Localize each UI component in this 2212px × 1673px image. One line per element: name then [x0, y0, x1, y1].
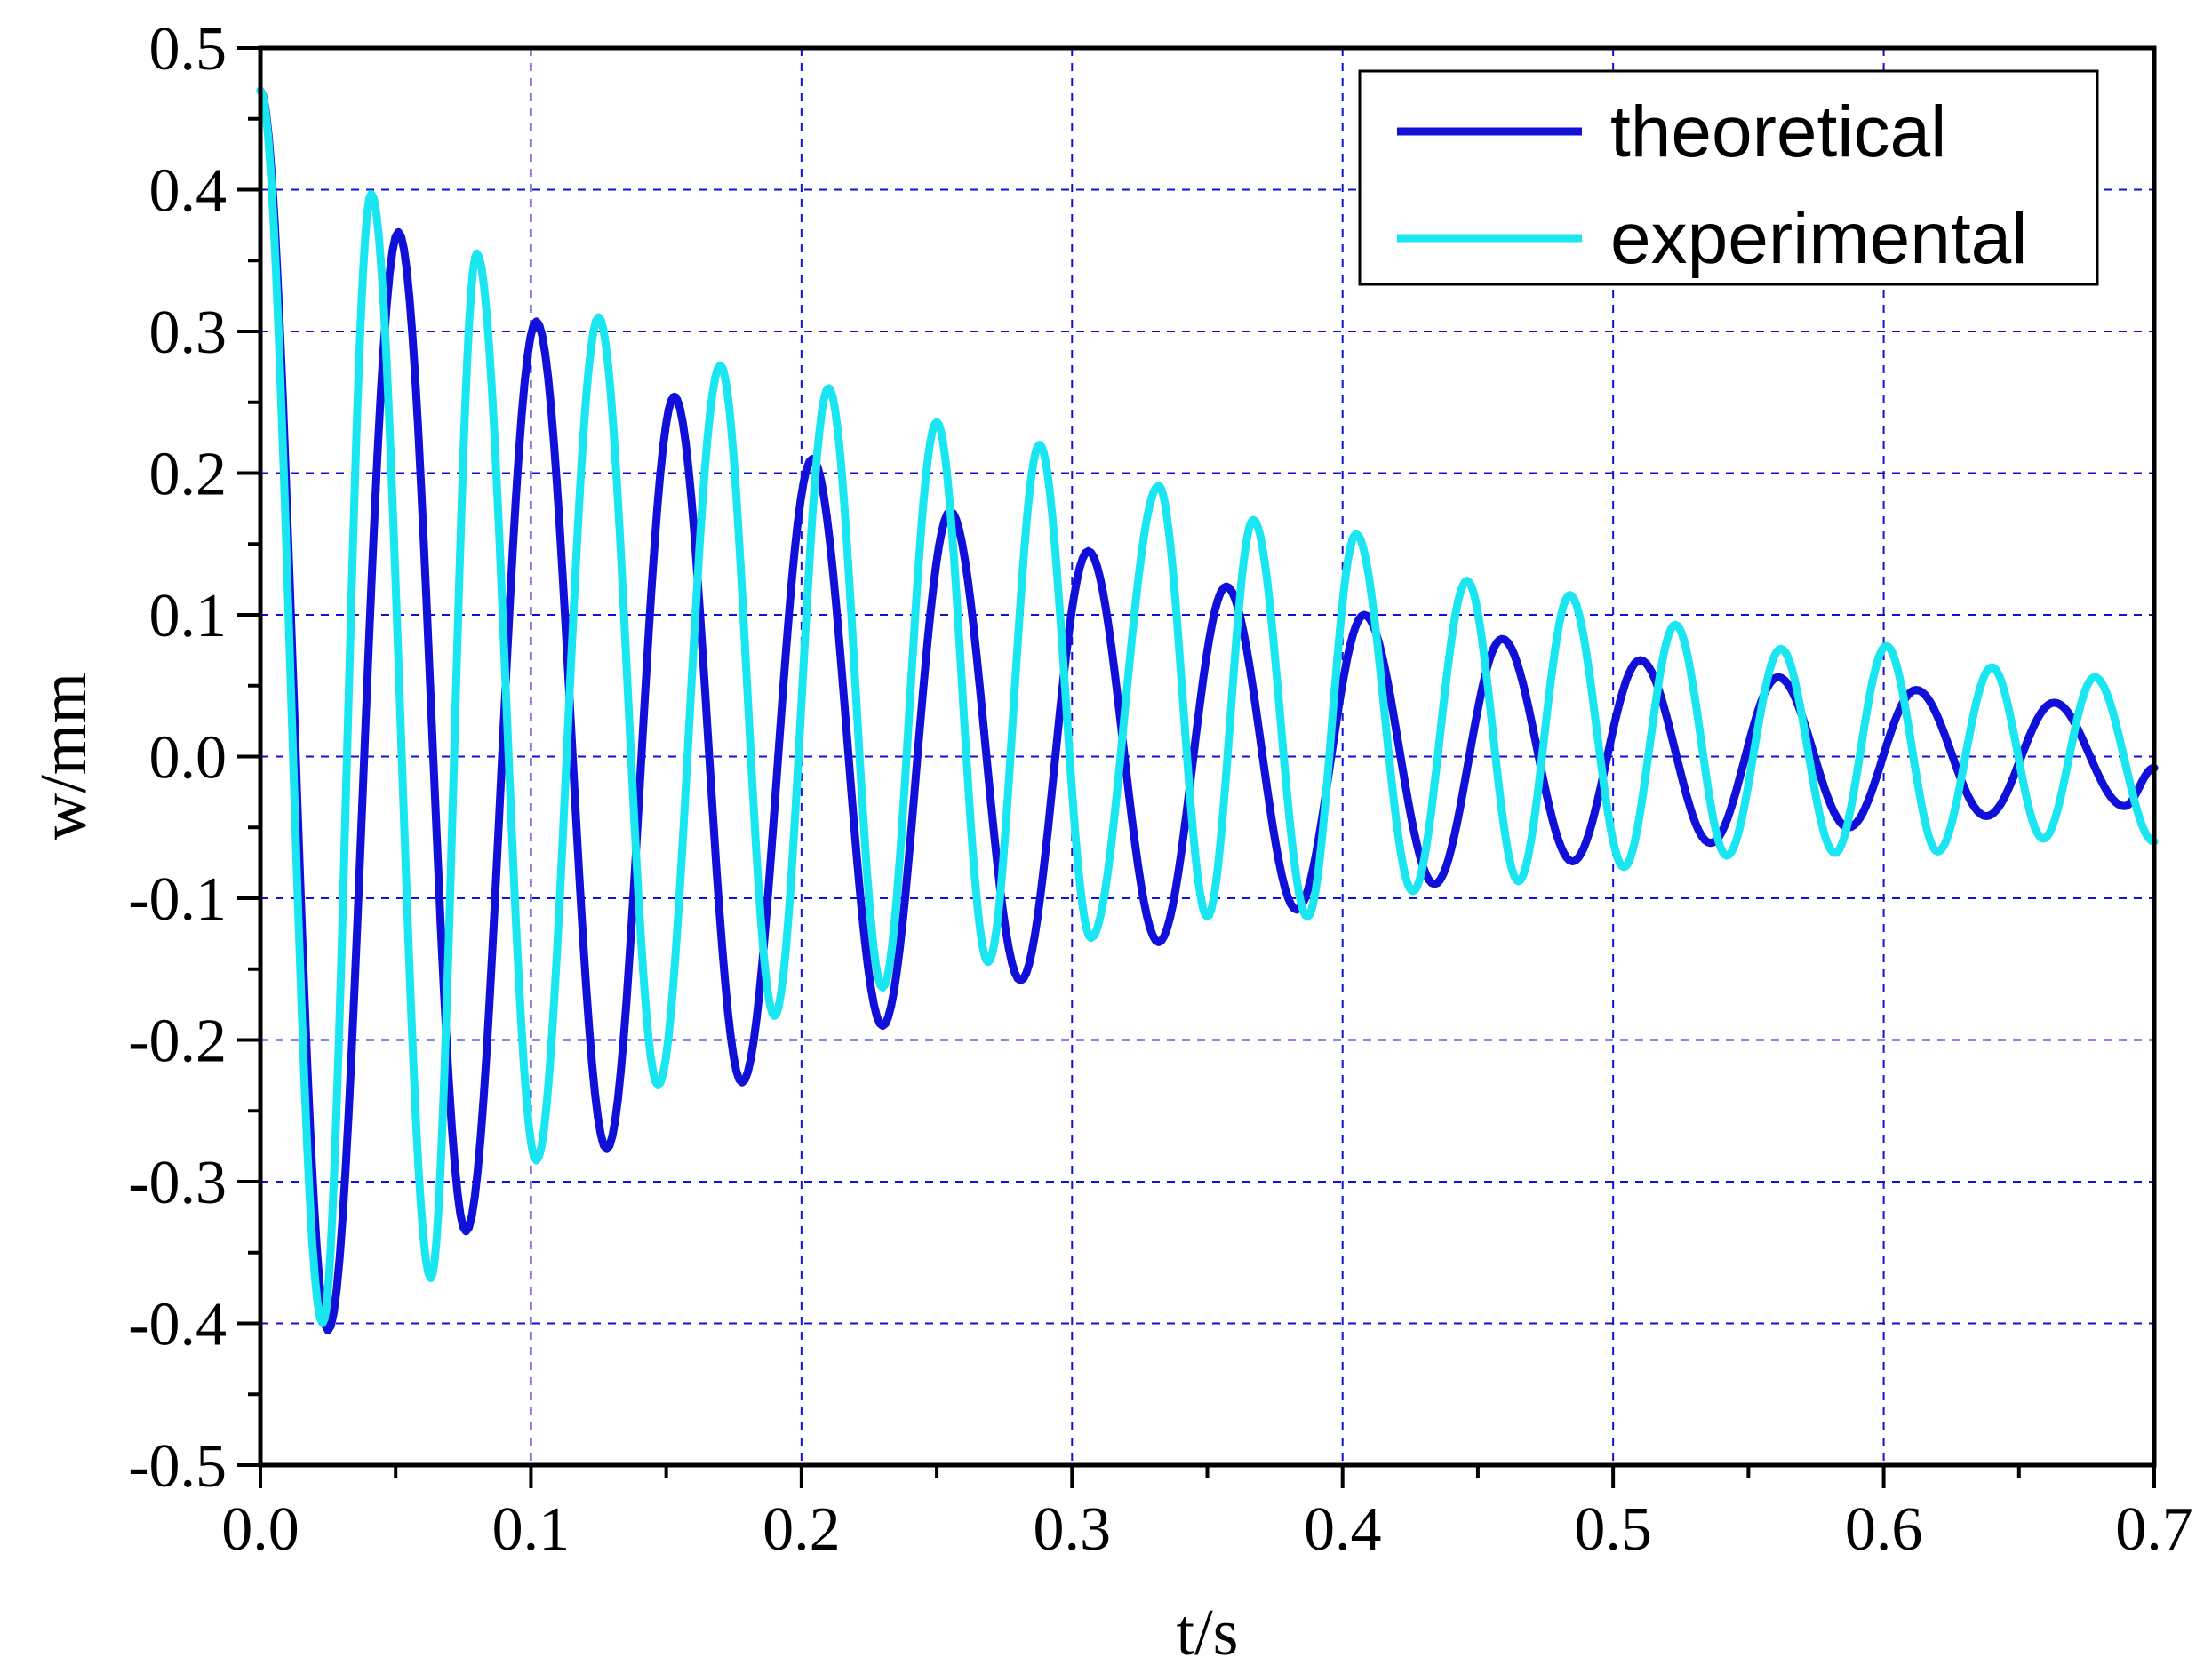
- grid: [260, 48, 2154, 1465]
- series-layer: [256, 86, 2159, 1334]
- y-axis-title: w/mm: [28, 673, 100, 840]
- y-tick-label: 0.3: [149, 299, 228, 367]
- legend-label-experimental: experimental: [1610, 198, 2027, 279]
- legend-box: [1358, 69, 2099, 286]
- y-tick-label: -0.1: [128, 865, 227, 934]
- x-tick-label: 0.7: [2115, 1495, 2193, 1564]
- axis-ticks: [237, 46, 2156, 1488]
- legend-label-theoretical: theoretical: [1610, 92, 1946, 172]
- y-tick-label: -0.4: [128, 1291, 227, 1359]
- x-tick-label: 0.6: [1845, 1495, 1923, 1564]
- y-tick-label: 0.1: [149, 582, 228, 650]
- y-tick-label: 0.2: [149, 441, 228, 509]
- x-tick-label: 0.5: [1574, 1495, 1652, 1564]
- x-tick-label: 0.4: [1304, 1495, 1382, 1564]
- series-line-theoretical: [256, 86, 2159, 1334]
- x-tick-label: 0.2: [763, 1495, 841, 1564]
- y-tick-label: -0.3: [128, 1149, 227, 1217]
- y-tick-label: -0.5: [128, 1432, 227, 1501]
- y-tick-label: 0.5: [149, 15, 228, 84]
- legend: theoretical experimental: [1358, 69, 2099, 286]
- y-tick-label: 0.4: [149, 157, 228, 226]
- tick-labels: 0.0 0.1 0.2 0.3 0.4 0.5 0.6 0.7 -0.5 -0.4 -0.3 -0.2…: [128, 15, 2193, 1564]
- y-tick-label: -0.2: [128, 1008, 227, 1076]
- series-line-experimental: [256, 86, 2159, 1327]
- y-tick-label: 0.0: [149, 724, 228, 793]
- x-tick-label: 0.3: [1034, 1495, 1112, 1564]
- x-tick-label: 0.0: [221, 1495, 299, 1564]
- x-axis-title: t/s: [1177, 1597, 1239, 1669]
- x-tick-label: 0.1: [492, 1495, 571, 1564]
